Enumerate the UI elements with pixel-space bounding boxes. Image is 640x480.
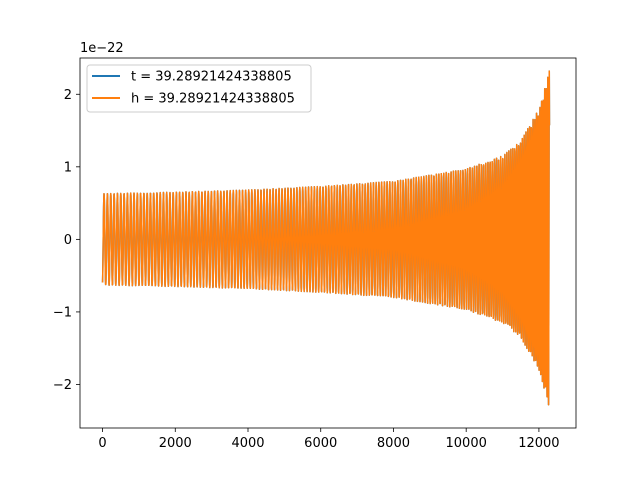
plot-area [79, 57, 577, 429]
x-tick-label: 12000 [518, 436, 559, 451]
y-axis: −2 −1 0 1 2 [53, 88, 80, 393]
legend: t = 39.28921424338805 h = 39.28921424338… [86, 64, 312, 113]
series-layer [101, 70, 551, 406]
y-offset-label: 1e−22 [80, 41, 124, 56]
x-tick-label: 0 [98, 436, 106, 451]
axes-frame [79, 57, 577, 429]
y-tick-label: 1 [64, 160, 72, 175]
x-tick-label: 8000 [377, 436, 410, 451]
x-tick-label: 6000 [304, 436, 337, 451]
x-axis: 0 2000 4000 6000 8000 10000 12000 [98, 428, 560, 451]
legend-label-h: h = 39.28921424338805 [131, 92, 295, 107]
x-tick-label: 4000 [231, 436, 264, 451]
x-tick-label: 2000 [159, 436, 192, 451]
legend-label-t: t = 39.28921424338805 [131, 70, 292, 85]
y-tick-label: −2 [53, 378, 72, 393]
y-tick-label: 0 [64, 233, 72, 248]
series-line-1 [101, 70, 551, 406]
y-tick-label: −1 [53, 305, 72, 320]
legend-box [86, 64, 312, 113]
y-tick-label: 2 [64, 88, 72, 103]
x-tick-label: 10000 [446, 436, 487, 451]
